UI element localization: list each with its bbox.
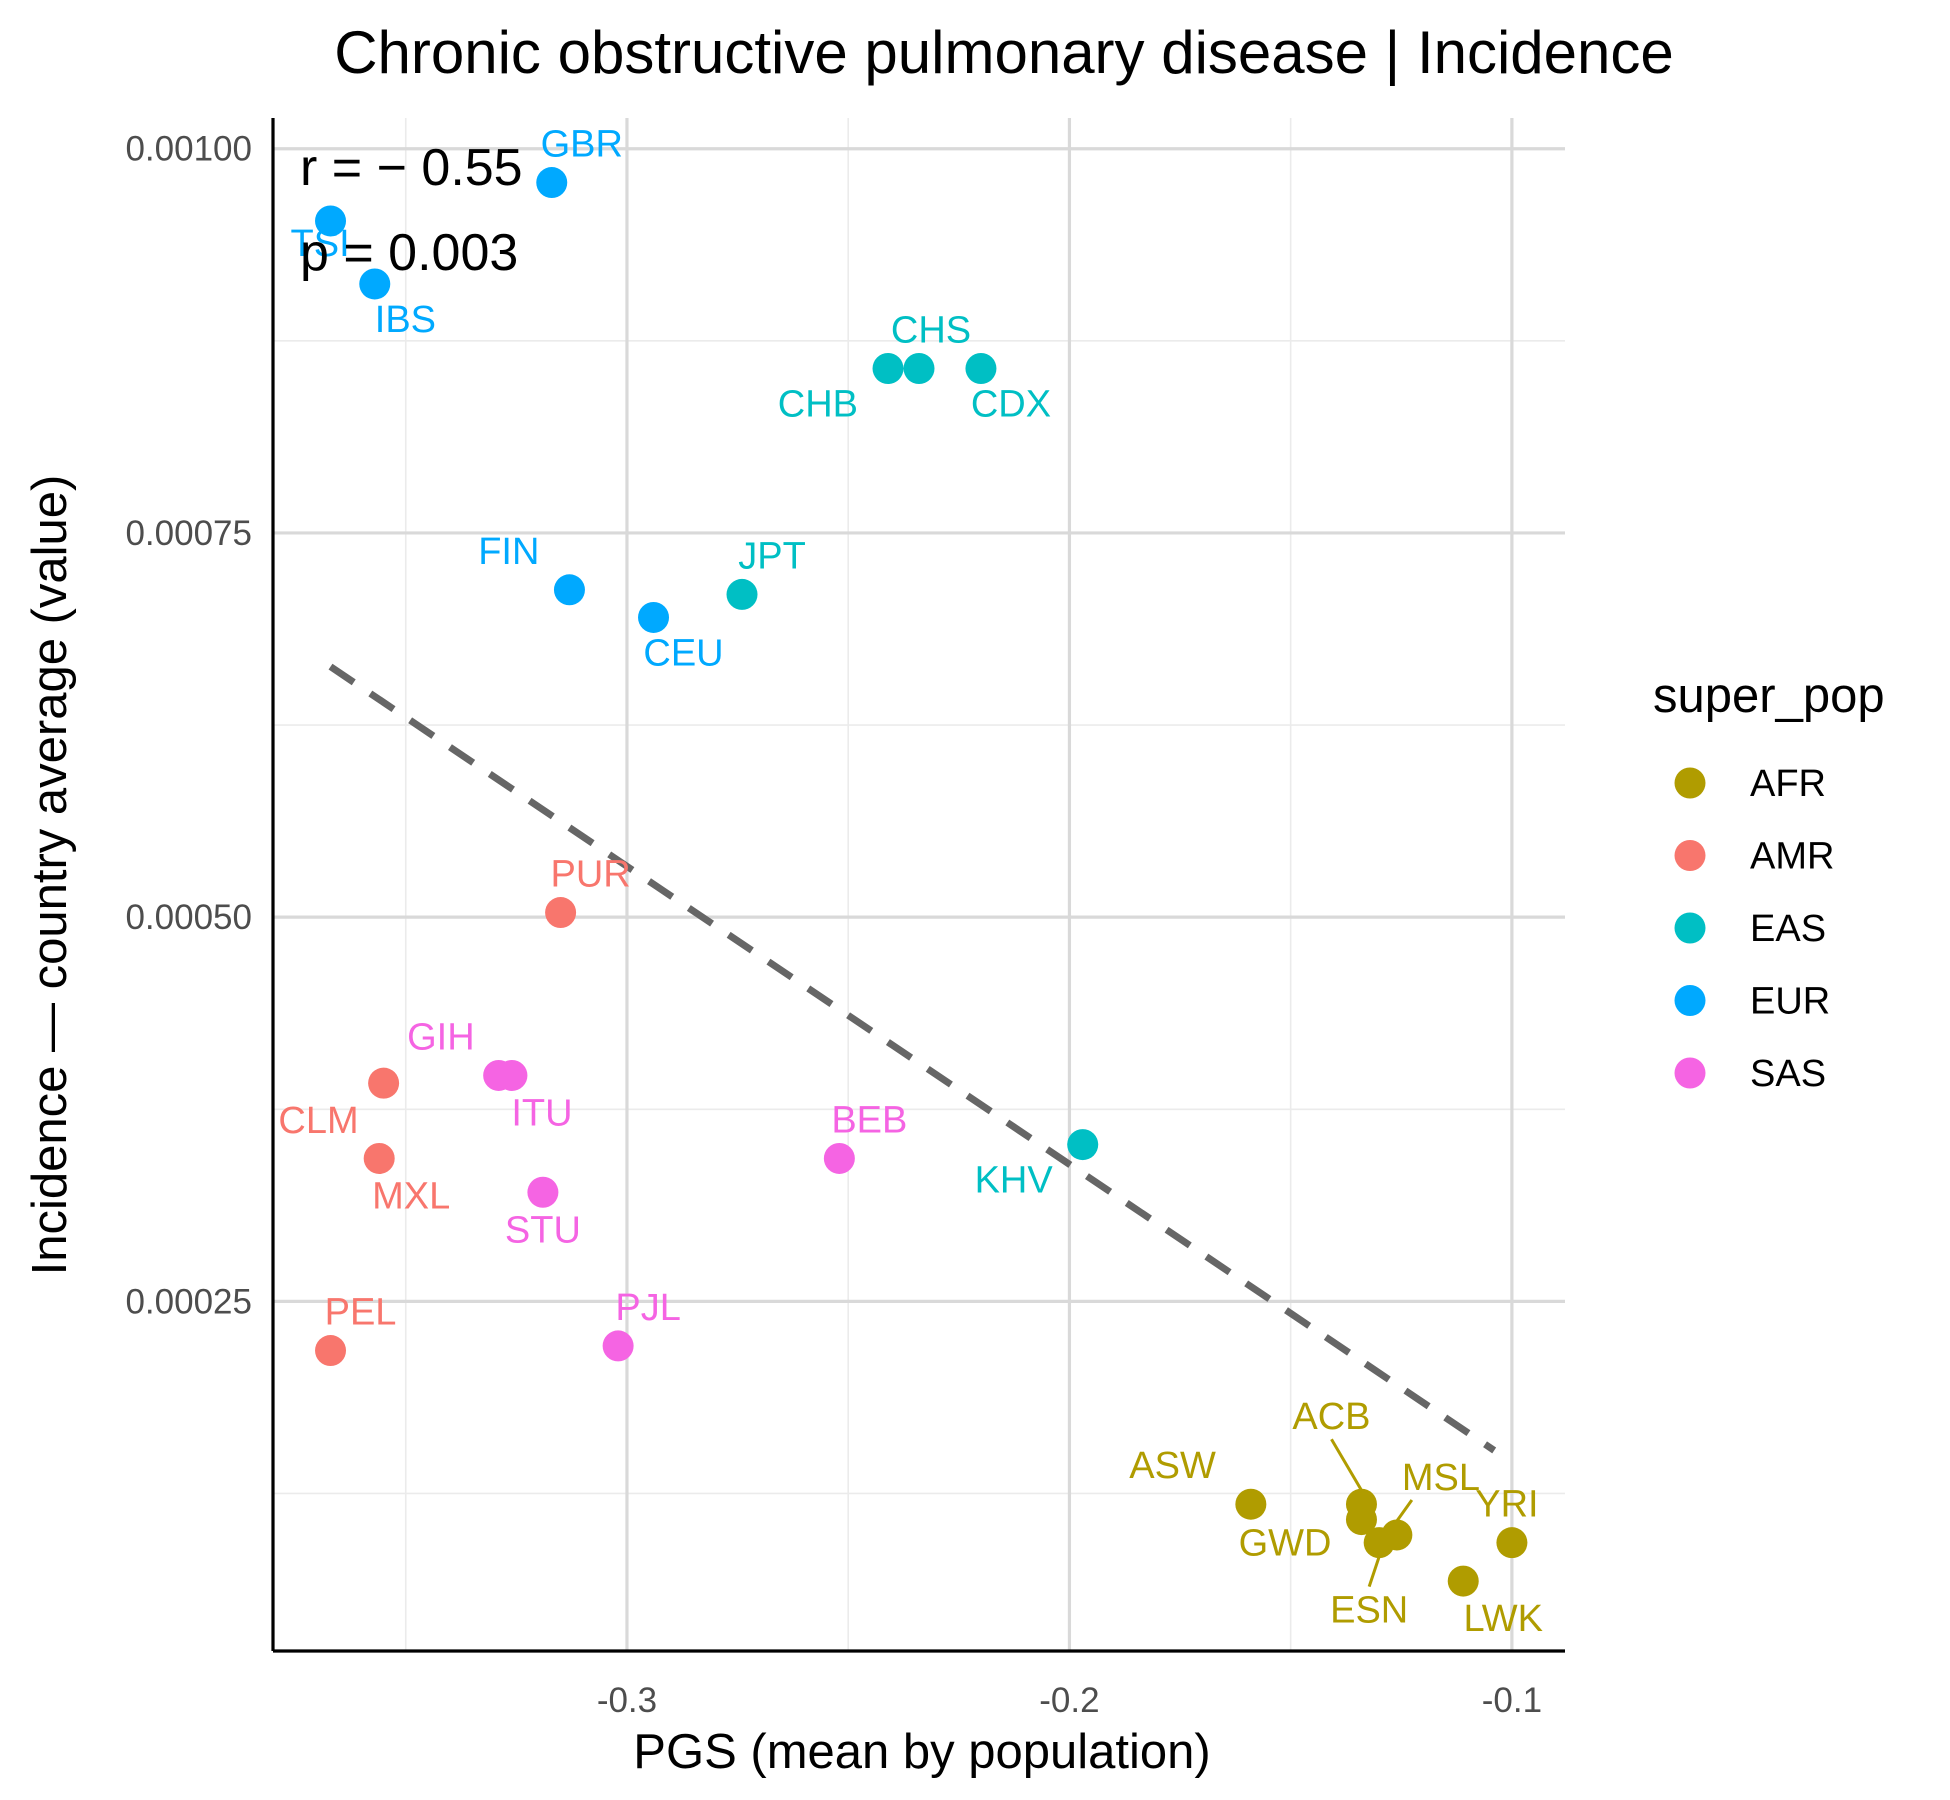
y-tick-label: 0.00025 xyxy=(125,1282,252,1321)
legend-label-eas: EAS xyxy=(1750,908,1826,950)
data-points xyxy=(315,167,1528,1597)
point-label-pjl: PJL xyxy=(615,1287,680,1329)
point-label-yri: YRI xyxy=(1475,1484,1538,1526)
data-point-gwd xyxy=(1345,1504,1377,1536)
point-label-itu: ITU xyxy=(511,1092,572,1134)
data-point-cdx xyxy=(965,353,997,385)
data-point-pur xyxy=(545,897,577,929)
label-leader-msl xyxy=(1395,1499,1414,1522)
point-label-tsi: TSI xyxy=(291,223,350,265)
point-label-pur: PUR xyxy=(550,854,630,896)
y-tick-label: 0.00050 xyxy=(125,898,252,937)
x-axis-title: PGS (mean by population) xyxy=(633,1725,1210,1779)
legend-label-eur: EUR xyxy=(1750,981,1830,1023)
correlation-r: r = − 0.55 xyxy=(300,139,523,197)
data-point-mxl xyxy=(363,1142,395,1174)
grid xyxy=(273,118,1565,1651)
y-axis-title: Incidence — country average (value) xyxy=(23,475,77,1276)
legend-key-eur xyxy=(1674,985,1706,1016)
data-point-ibs xyxy=(359,268,391,300)
point-label-lwk: LWK xyxy=(1463,1598,1543,1640)
point-label-esn: ESN xyxy=(1330,1590,1408,1632)
data-point-beb xyxy=(823,1142,855,1174)
data-point-chb xyxy=(872,353,904,385)
data-point-itu xyxy=(496,1059,528,1091)
data-point-tsi xyxy=(315,205,347,237)
point-label-asw: ASW xyxy=(1129,1445,1216,1487)
data-point-yri xyxy=(1496,1527,1528,1559)
data-point-jpt xyxy=(726,578,758,610)
point-label-pel: PEL xyxy=(325,1292,397,1334)
point-label-ceu: CEU xyxy=(643,632,723,674)
data-point-chs xyxy=(903,353,935,385)
correlation-p: p = 0.003 xyxy=(300,224,518,282)
point-label-mxl: MXL xyxy=(372,1175,450,1217)
correlation-annotation: r = − 0.55 p = 0.003 xyxy=(300,139,523,282)
axes: -0.3 -0.2 -0.1 0.00025 0.00050 0.00075 0.00100 xyxy=(125,118,1565,1720)
label-leader-esn xyxy=(1367,1556,1381,1588)
data-point-fin xyxy=(553,574,585,606)
x-tick-label: -0.1 xyxy=(1482,1681,1542,1720)
point-label-ibs: IBS xyxy=(375,299,436,341)
point-label-khv: KHV xyxy=(975,1160,1054,1202)
point-label-msl: MSL xyxy=(1402,1457,1480,1499)
point-label-gbr: GBR xyxy=(541,124,623,166)
y-tick-label: 0.00075 xyxy=(125,514,252,553)
data-point-asw xyxy=(1235,1488,1267,1520)
data-point-clm xyxy=(368,1067,400,1099)
data-point-gbr xyxy=(536,167,568,199)
point-label-acb: ACB xyxy=(1292,1396,1370,1438)
point-label-chb: CHB xyxy=(778,384,858,426)
x-tick-label: -0.2 xyxy=(1039,1681,1099,1720)
data-point-esn xyxy=(1363,1527,1395,1559)
point-label-jpt: JPT xyxy=(738,535,806,577)
legend: super_pop AFR AMR EAS EUR SAS xyxy=(1653,669,1885,1095)
point-label-cdx: CDX xyxy=(971,384,1051,426)
legend-label-amr: AMR xyxy=(1750,836,1834,878)
data-point-pjl xyxy=(602,1330,634,1362)
point-label-gih: GIH xyxy=(407,1016,475,1058)
point-label-clm: CLM xyxy=(278,1100,358,1142)
data-point-ceu xyxy=(638,601,670,633)
legend-key-sas xyxy=(1674,1057,1706,1089)
legend-key-afr xyxy=(1674,767,1706,799)
chart-title: Chronic obstructive pulmonary disease | … xyxy=(334,19,1674,86)
point-label-fin: FIN xyxy=(478,531,539,573)
data-point-lwk xyxy=(1447,1565,1479,1597)
point-label-stu: STU xyxy=(505,1209,581,1251)
point-labels: GBR TSI IBS FIN CEU CHS CHB CDX JPT KHV PUR CLM MXL P… xyxy=(278,124,1543,1641)
legend-label-sas: SAS xyxy=(1750,1053,1826,1095)
data-point-pel xyxy=(315,1335,347,1367)
legend-label-afr: AFR xyxy=(1750,763,1826,805)
point-label-beb: BEB xyxy=(831,1099,907,1141)
y-tick-label: 0.00100 xyxy=(125,130,252,169)
trend-line-layer xyxy=(328,663,1497,1454)
label-leader-acb xyxy=(1330,1438,1363,1491)
trend-line xyxy=(328,663,1497,1454)
legend-key-amr xyxy=(1674,840,1706,871)
legend-title: super_pop xyxy=(1653,669,1885,723)
x-tick-label: -0.3 xyxy=(597,1681,657,1720)
legend-key-eas xyxy=(1674,912,1706,944)
point-label-gwd: GWD xyxy=(1239,1523,1332,1565)
data-point-stu xyxy=(527,1176,559,1208)
point-label-chs: CHS xyxy=(891,310,971,352)
data-point-khv xyxy=(1067,1129,1099,1161)
